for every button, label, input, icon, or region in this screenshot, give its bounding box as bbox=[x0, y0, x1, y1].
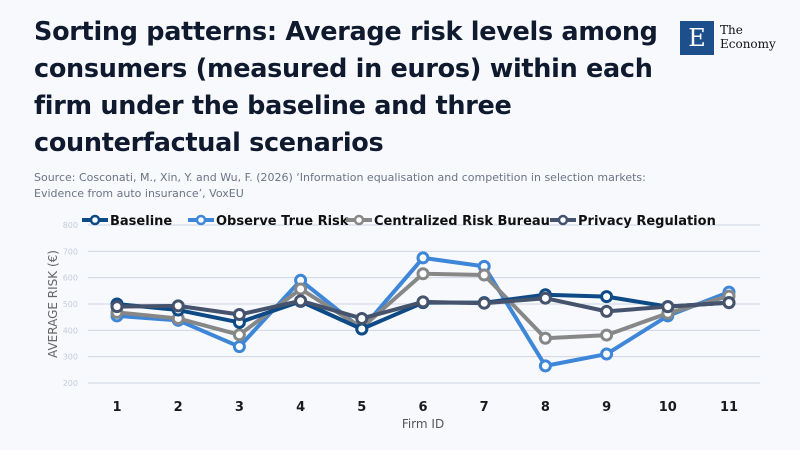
y-tick-label: 500 bbox=[63, 300, 78, 309]
data-point bbox=[538, 331, 552, 345]
x-tick-label: 2 bbox=[174, 400, 183, 415]
data-point bbox=[600, 304, 614, 318]
legend-marker bbox=[89, 214, 101, 226]
legend-marker bbox=[557, 214, 569, 226]
data-point bbox=[171, 299, 185, 313]
data-point bbox=[110, 300, 124, 314]
data-point bbox=[538, 291, 552, 305]
x-tick-label: 3 bbox=[235, 400, 244, 415]
logo-text: The Economy bbox=[720, 23, 776, 51]
data-point bbox=[600, 347, 614, 361]
data-point bbox=[294, 294, 308, 308]
legend-label: Observe True Risk bbox=[216, 214, 349, 229]
legend-label: Baseline bbox=[110, 214, 172, 229]
the-economy-logo: E The Economy bbox=[680, 21, 790, 63]
data-point bbox=[722, 296, 736, 310]
legend-marker bbox=[353, 214, 365, 226]
y-tick-label: 200 bbox=[63, 379, 78, 388]
legend-label: Centralized Risk Bureau bbox=[374, 214, 550, 229]
logo-mark: E bbox=[680, 21, 714, 55]
data-point bbox=[477, 268, 491, 282]
data-point bbox=[355, 311, 369, 325]
x-axis-label: Firm ID bbox=[402, 417, 444, 431]
data-point bbox=[355, 322, 369, 336]
y-axis-label: AVERAGE RISK (€) bbox=[46, 250, 60, 358]
data-point bbox=[477, 296, 491, 310]
legend-marker bbox=[195, 214, 207, 226]
x-tick-label: 11 bbox=[720, 400, 738, 415]
data-point bbox=[232, 340, 246, 354]
x-tick-label: 5 bbox=[357, 400, 366, 415]
source-note: Source: Cosconati, M., Xin, Y. and Wu, F… bbox=[34, 171, 646, 200]
y-tick-label: 700 bbox=[63, 247, 78, 256]
data-point bbox=[232, 308, 246, 322]
x-tick-label: 9 bbox=[602, 400, 611, 415]
data-point bbox=[416, 267, 430, 281]
data-point bbox=[661, 300, 675, 314]
line-chart: 200 300 400 500 600 700 800 1 2 3 4 5 6 7 8 9 10 11 Firm I… bbox=[46, 214, 760, 431]
x-tick-label: 8 bbox=[541, 400, 550, 415]
logo-line2: Economy bbox=[720, 37, 776, 51]
logo-line1: The bbox=[720, 23, 743, 37]
x-tick-label: 6 bbox=[418, 400, 427, 415]
y-tick-label: 300 bbox=[63, 353, 78, 362]
y-tick-label: 600 bbox=[63, 274, 78, 283]
y-tick-label: 800 bbox=[63, 221, 78, 230]
data-point bbox=[232, 328, 246, 342]
data-point bbox=[600, 290, 614, 304]
x-tick-label: 4 bbox=[296, 400, 305, 415]
x-tick-label: 1 bbox=[112, 400, 121, 415]
x-tick-label: 7 bbox=[480, 400, 489, 415]
data-point bbox=[600, 328, 614, 342]
legend-label: Privacy Regulation bbox=[578, 214, 716, 229]
data-point bbox=[294, 282, 308, 296]
chart-title: Sorting patterns: Average risk levels am… bbox=[34, 17, 658, 158]
y-tick-label: 400 bbox=[63, 326, 78, 335]
x-tick-label: 10 bbox=[659, 400, 677, 415]
data-point bbox=[416, 295, 430, 309]
data-point bbox=[538, 359, 552, 373]
data-point bbox=[416, 251, 430, 265]
